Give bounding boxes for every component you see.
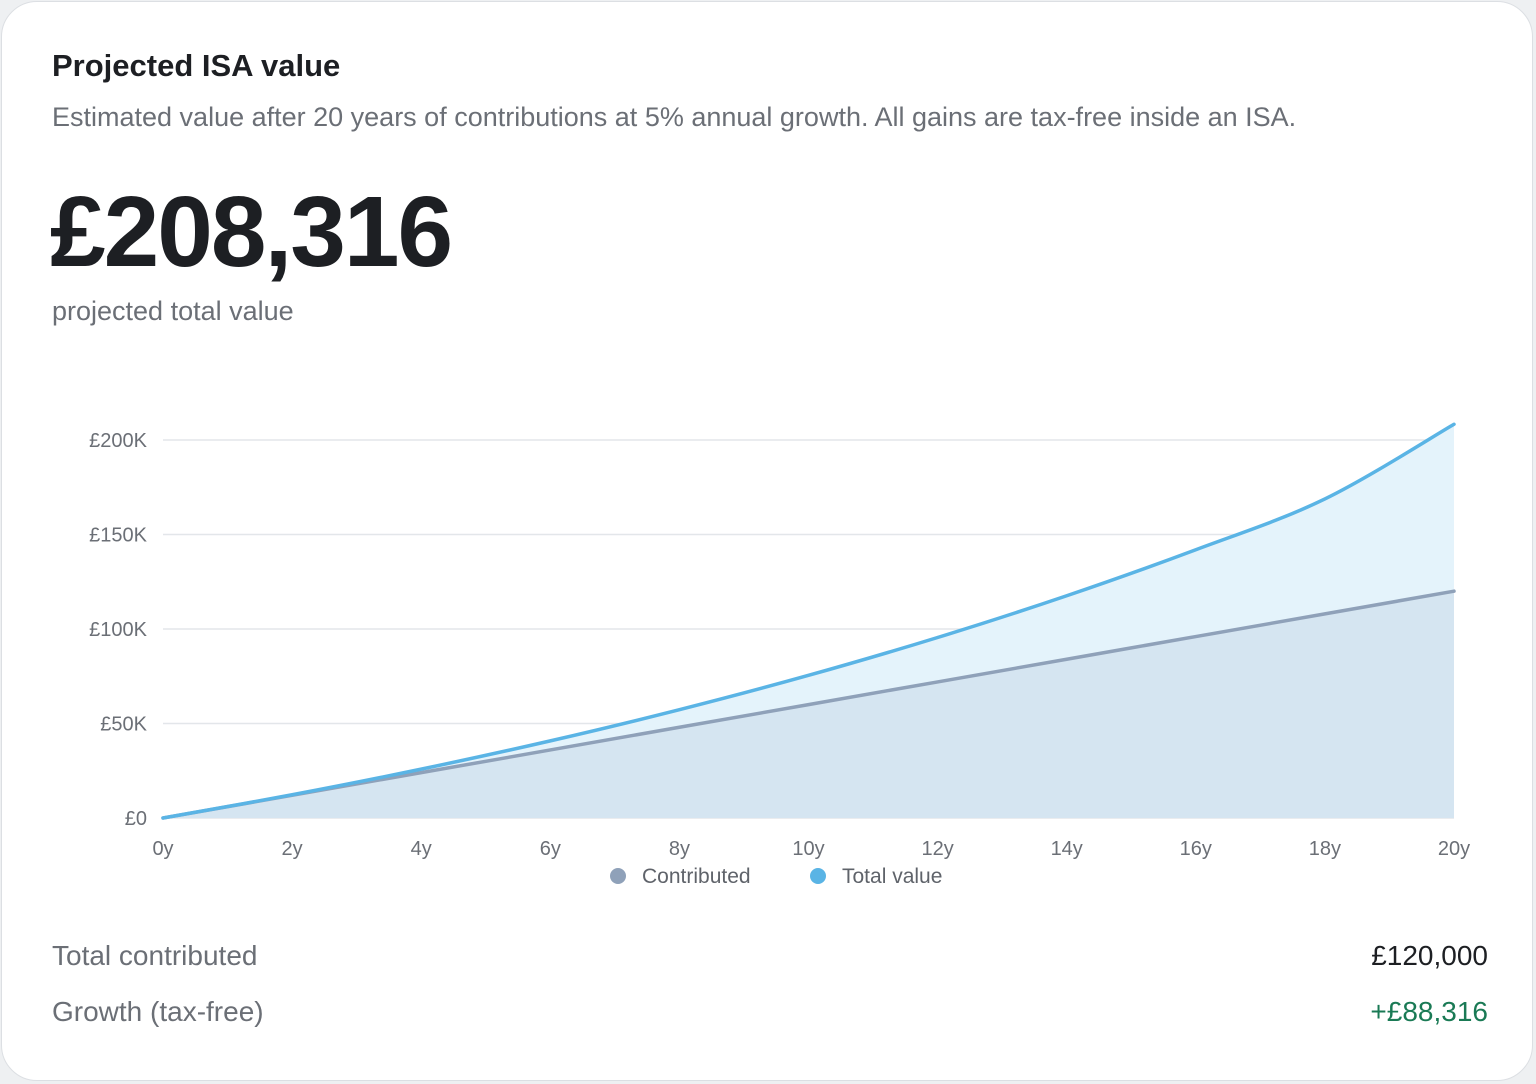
chart-lines (161, 422, 1456, 820)
total-value-series-line (161, 422, 1456, 820)
x-tick-label: 14y (1051, 838, 1083, 860)
legend-label-1: Total value (842, 865, 942, 888)
x-tick-label: 6y (540, 838, 561, 860)
x-tick-label: 18y (1309, 838, 1341, 860)
total-contributed-value: £120,000 (1371, 940, 1488, 971)
stat-row-growth: Growth (tax-free) +£88,316 (52, 996, 1488, 1028)
contributed-series-line (161, 589, 1456, 820)
chart-legend: Contributed Total value (610, 865, 942, 888)
y-tick-label: £0 (125, 808, 147, 830)
y-tick-label: £150K (89, 525, 147, 547)
x-tick-label: 12y (921, 838, 953, 860)
y-tick-label: £200K (89, 430, 147, 452)
x-tick-label: 2y (282, 838, 303, 860)
x-tick-label: 0y (152, 838, 173, 860)
growth-value: +£88,316 (1370, 996, 1488, 1027)
growth-label: Growth (tax-free) (52, 996, 264, 1027)
total-contributed-label: Total contributed (52, 940, 258, 971)
legend-swatch-0 (610, 868, 626, 884)
chart-areas (163, 424, 1454, 818)
x-tick-label: 4y (411, 838, 432, 860)
x-tick-label: 20y (1438, 838, 1470, 860)
legend-label-0: Contributed (642, 865, 751, 888)
projected-total-caption: projected total value (52, 296, 294, 326)
x-tick-label: 16y (1180, 838, 1212, 860)
legend-swatch-1 (810, 868, 826, 884)
y-tick-label: £50K (100, 714, 147, 736)
card-title: Projected ISA value (52, 48, 341, 83)
x-tick-label: 8y (669, 838, 690, 860)
x-tick-label: 10y (792, 838, 824, 860)
y-tick-label: £100K (89, 619, 147, 641)
projected-total-value: £208,316 (50, 176, 453, 288)
stat-row-contributed: Total contributed £120,000 (52, 940, 1488, 972)
card-subtitle: Estimated value after 20 years of contri… (52, 102, 1297, 132)
x-axis-labels: 0y 2y 4y 6y 8y 10y 12y 14y 16y 18y 20y (152, 838, 1470, 860)
y-axis-labels: £0 £50K £100K £150K £200K (89, 430, 147, 830)
